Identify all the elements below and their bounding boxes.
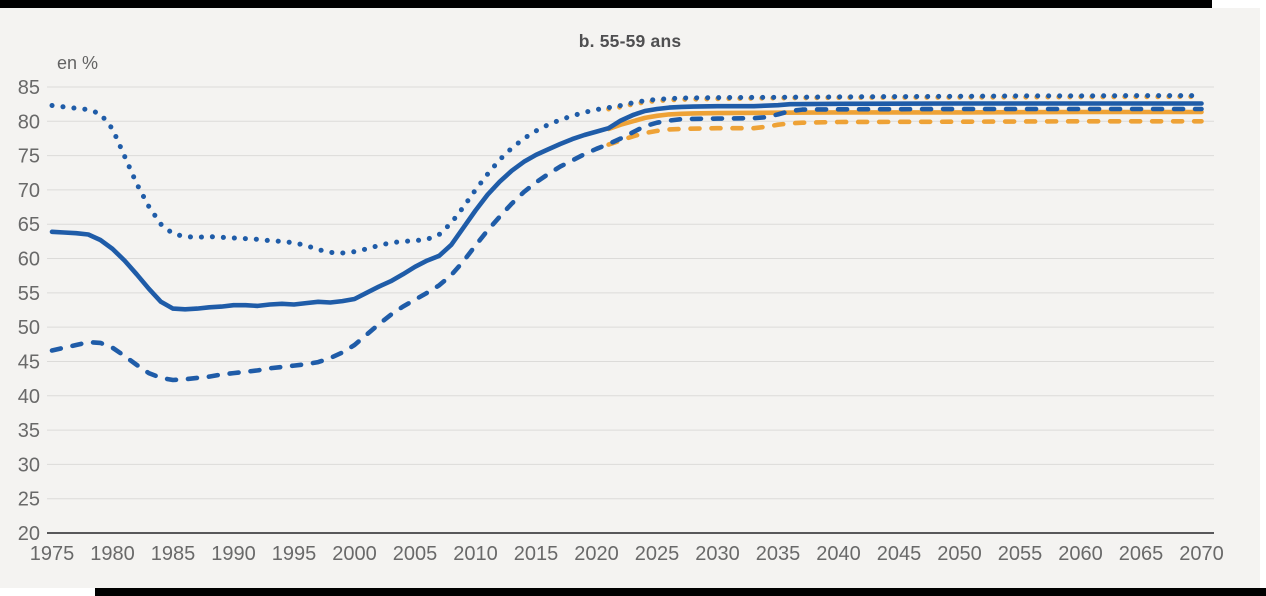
series-line-dashed-orange-projection — [606, 119, 1204, 147]
bottom-black-bar — [95, 588, 1266, 596]
x-tick-label: 2010 — [453, 543, 498, 565]
chart-title: b. 55-59 ans — [578, 31, 682, 51]
x-tick-label: 2065 — [1119, 543, 1164, 565]
x-tick-label: 2070 — [1179, 543, 1224, 565]
x-tick-label: 2045 — [877, 543, 922, 565]
x-tick-label: 2025 — [635, 543, 680, 565]
x-tick-label: 2035 — [756, 543, 801, 565]
right-margin-strip — [1260, 0, 1266, 588]
x-tick-label: 2020 — [574, 543, 619, 565]
x-tick-label: 2005 — [393, 543, 438, 565]
x-tick-label: 2040 — [816, 543, 861, 565]
x-tick-label: 1980 — [90, 543, 135, 565]
y-axis-unit-label: en % — [57, 53, 99, 73]
y-tick-label: 65 — [18, 214, 40, 236]
x-tick-label: 2060 — [1058, 543, 1103, 565]
y-tick-label: 60 — [18, 249, 40, 271]
x-tick-label: 2000 — [332, 543, 377, 565]
x-tick-label: 2055 — [998, 543, 1043, 565]
x-tick-label: 2050 — [937, 543, 982, 565]
top-black-bar — [0, 0, 1212, 8]
x-tick-label: 1990 — [211, 543, 256, 565]
y-tick-label: 75 — [18, 146, 40, 168]
y-tick-label: 55 — [18, 283, 40, 305]
y-tick-label: 40 — [18, 386, 40, 408]
series-line-solid-blue — [49, 101, 1204, 312]
x-tick-label: 1985 — [151, 543, 196, 565]
series-line-solid-orange-projection — [606, 109, 1204, 132]
y-tick-label: 30 — [18, 454, 40, 476]
x-tick-label: 1975 — [30, 543, 75, 565]
y-tick-label: 70 — [18, 180, 40, 202]
y-tick-label: 85 — [18, 77, 40, 99]
series-line-dotted-blue — [49, 93, 1204, 256]
x-tick-label: 2030 — [695, 543, 740, 565]
y-tick-label: 20 — [18, 523, 40, 545]
y-tick-label: 25 — [18, 489, 40, 511]
y-tick-label: 50 — [18, 317, 40, 339]
y-tick-label: 45 — [18, 351, 40, 373]
y-tick-label: 35 — [18, 420, 40, 442]
y-tick-label: 80 — [18, 111, 40, 133]
x-tick-label: 1995 — [272, 543, 317, 565]
series-line-dashed-blue — [49, 106, 1204, 383]
x-tick-label: 2015 — [514, 543, 559, 565]
